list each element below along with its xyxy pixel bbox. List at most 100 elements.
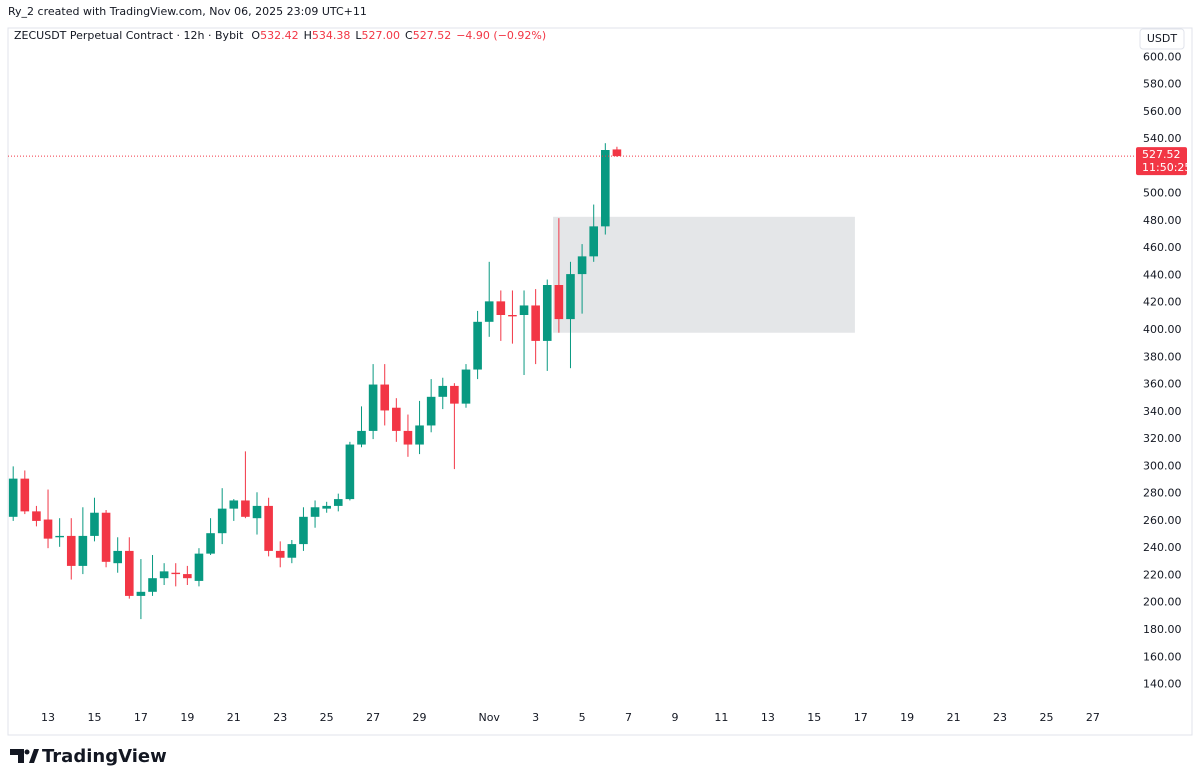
y-tick-label: 400.00 bbox=[1143, 323, 1182, 336]
candle-body bbox=[8, 478, 18, 517]
candle-body bbox=[531, 305, 540, 341]
candle-body bbox=[194, 553, 204, 581]
candle-body bbox=[229, 500, 239, 509]
zone bbox=[553, 216, 855, 333]
legend-key: O bbox=[251, 29, 260, 42]
legend-value: 527.52 bbox=[413, 29, 452, 42]
x-tick-label: 17 bbox=[134, 711, 148, 724]
x-tick-label: 11 bbox=[714, 711, 728, 724]
candle-body bbox=[20, 478, 30, 512]
candle-body bbox=[438, 385, 448, 397]
candle-body bbox=[345, 444, 355, 500]
x-tick-label: 19 bbox=[900, 711, 914, 724]
candle-body bbox=[542, 285, 552, 341]
x-tick-label: 29 bbox=[413, 711, 427, 724]
legend-change: −4.90 (−0.92%) bbox=[456, 29, 546, 42]
candle-body bbox=[148, 578, 157, 592]
x-tick-label: 9 bbox=[671, 711, 678, 724]
candle-body bbox=[78, 535, 88, 566]
x-tick-label: 23 bbox=[273, 711, 287, 724]
candle-body bbox=[113, 550, 122, 564]
currency-box[interactable] bbox=[1139, 28, 1185, 50]
x-tick-label: 17 bbox=[854, 711, 868, 724]
candle-body bbox=[519, 305, 529, 315]
candle-body bbox=[357, 430, 366, 445]
candle-body bbox=[380, 384, 390, 411]
x-tick-label: 3 bbox=[532, 711, 539, 724]
candle-body bbox=[415, 425, 424, 445]
legend-value: 534.38 bbox=[312, 29, 351, 42]
candle-body bbox=[252, 505, 262, 519]
y-tick-label: 500.00 bbox=[1143, 187, 1182, 200]
candle-body bbox=[612, 149, 622, 157]
candle-body bbox=[554, 285, 564, 320]
y-tick-label: 380.00 bbox=[1143, 350, 1182, 363]
y-tick-label: 300.00 bbox=[1143, 459, 1182, 472]
candle-body bbox=[577, 256, 587, 275]
candle-body bbox=[183, 574, 192, 579]
y-tick-label: 200.00 bbox=[1143, 596, 1182, 609]
candle-body bbox=[496, 301, 506, 315]
y-tick-label: 540.00 bbox=[1143, 132, 1182, 145]
candle-body bbox=[392, 407, 401, 431]
y-tick-label: 160.00 bbox=[1143, 650, 1182, 663]
y-tick-label: 280.00 bbox=[1143, 487, 1182, 500]
candle-body bbox=[90, 512, 99, 536]
y-tick-label: 480.00 bbox=[1143, 214, 1182, 227]
candle-body bbox=[136, 591, 146, 596]
x-tick-label: 19 bbox=[180, 711, 194, 724]
candle-body bbox=[566, 274, 575, 320]
candle-body bbox=[66, 535, 76, 566]
candle-body bbox=[101, 512, 111, 562]
x-tick-label: 15 bbox=[807, 711, 821, 724]
candle-body bbox=[322, 505, 331, 509]
brand-name: TradingView bbox=[42, 746, 167, 767]
x-tick-label: 23 bbox=[993, 711, 1007, 724]
brand-logo bbox=[10, 749, 39, 763]
y-tick-label: 140.00 bbox=[1143, 678, 1182, 691]
caption: Ry_2 created with TradingView.com, Nov 0… bbox=[8, 5, 367, 18]
candle-body bbox=[55, 535, 64, 538]
legend-value: 527.00 bbox=[362, 29, 401, 42]
y-tick-label: 460.00 bbox=[1143, 241, 1182, 254]
candle-body bbox=[206, 533, 215, 554]
y-tick-label: 560.00 bbox=[1143, 105, 1182, 118]
last-price-box bbox=[1136, 147, 1187, 176]
legend-key: C bbox=[405, 29, 413, 42]
candle-body bbox=[589, 226, 598, 257]
x-tick-label: 27 bbox=[1086, 711, 1100, 724]
y-tick-label: 420.00 bbox=[1143, 296, 1182, 309]
y-tick-label: 580.00 bbox=[1143, 78, 1182, 91]
candle-body bbox=[264, 505, 273, 551]
candle-body bbox=[275, 550, 285, 558]
x-tick-label: 15 bbox=[87, 711, 101, 724]
x-tick-label: Nov bbox=[478, 711, 500, 724]
x-tick-label: 13 bbox=[41, 711, 55, 724]
candle-body bbox=[333, 499, 343, 506]
candle-body bbox=[484, 301, 494, 322]
candle-body bbox=[159, 571, 169, 579]
x-tick-label: 5 bbox=[579, 711, 586, 724]
y-tick-label: 220.00 bbox=[1143, 568, 1182, 581]
y-tick-label: 340.00 bbox=[1143, 405, 1182, 418]
legend-symbol: ZECUSDT Perpetual Contract · 12h · Bybit bbox=[14, 29, 244, 42]
y-tick-label: 240.00 bbox=[1143, 541, 1182, 554]
legend-value: 532.42 bbox=[260, 29, 299, 42]
x-tick-label: 25 bbox=[320, 711, 334, 724]
candle-body bbox=[450, 385, 459, 404]
y-tick-label: 320.00 bbox=[1143, 432, 1182, 445]
candle-body bbox=[217, 508, 227, 534]
x-tick-label: 25 bbox=[1039, 711, 1053, 724]
y-tick-label: 600.00 bbox=[1143, 50, 1182, 63]
x-tick-label: 21 bbox=[227, 711, 241, 724]
currency: USDT bbox=[1147, 32, 1178, 45]
candle-body bbox=[508, 315, 517, 317]
x-tick-label: 13 bbox=[761, 711, 775, 724]
candle-body bbox=[287, 544, 297, 558]
x-tick-label: 21 bbox=[947, 711, 961, 724]
candle-body bbox=[601, 150, 610, 227]
x-tick-label: 27 bbox=[366, 711, 380, 724]
candle-body bbox=[426, 396, 436, 426]
